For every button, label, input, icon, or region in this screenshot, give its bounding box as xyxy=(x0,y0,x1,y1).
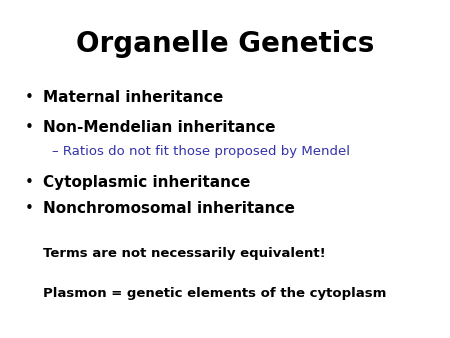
Text: Nonchromosomal inheritance: Nonchromosomal inheritance xyxy=(43,201,295,216)
Text: Plasmon = genetic elements of the cytoplasm: Plasmon = genetic elements of the cytopl… xyxy=(43,287,386,300)
Text: •: • xyxy=(25,120,34,135)
Text: •: • xyxy=(25,175,34,190)
Text: Maternal inheritance: Maternal inheritance xyxy=(43,90,223,104)
Text: •: • xyxy=(25,201,34,216)
Text: – Ratios do not fit those proposed by Mendel: – Ratios do not fit those proposed by Me… xyxy=(52,145,350,158)
Text: Terms are not necessarily equivalent!: Terms are not necessarily equivalent! xyxy=(43,247,325,260)
Text: Cytoplasmic inheritance: Cytoplasmic inheritance xyxy=(43,175,250,190)
Text: •: • xyxy=(25,90,34,104)
Text: Non-Mendelian inheritance: Non-Mendelian inheritance xyxy=(43,120,275,135)
Text: Organelle Genetics: Organelle Genetics xyxy=(76,30,374,58)
